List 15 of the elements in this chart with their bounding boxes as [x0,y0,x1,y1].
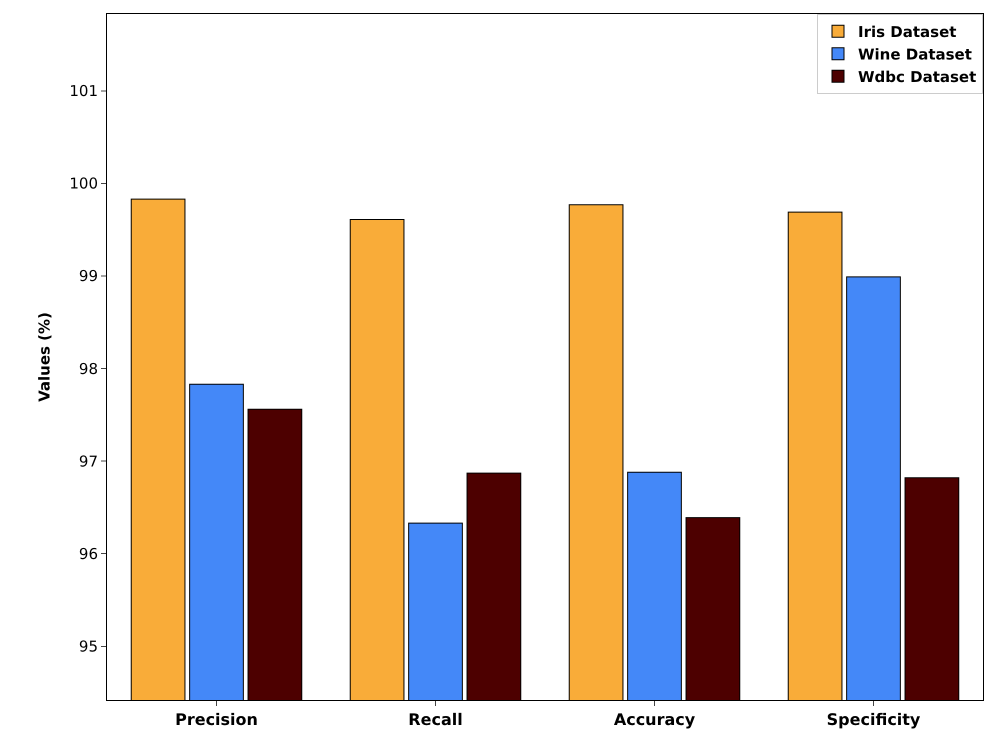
y-tick-label: 96 [78,544,98,563]
legend-label: Iris Dataset [858,23,956,42]
y-axis-title: Values (%) [36,312,54,402]
legend-label: Wdbc Dataset [858,68,976,86]
x-tick-label: Precision [175,710,258,730]
y-tick-label: 98 [78,360,98,378]
y-tick-label: 97 [78,452,98,470]
y-tick-label: 101 [69,82,98,100]
x-tick-label: Specificity [826,710,921,730]
y-tick-label: 100 [69,174,98,193]
x-tick-label: Accuracy [614,710,696,730]
y-tick-label: 99 [78,267,98,286]
legend-label: Wine Dataset [858,46,972,64]
x-tick-label: Recall [408,710,463,730]
y-tick-label: 95 [78,638,98,656]
